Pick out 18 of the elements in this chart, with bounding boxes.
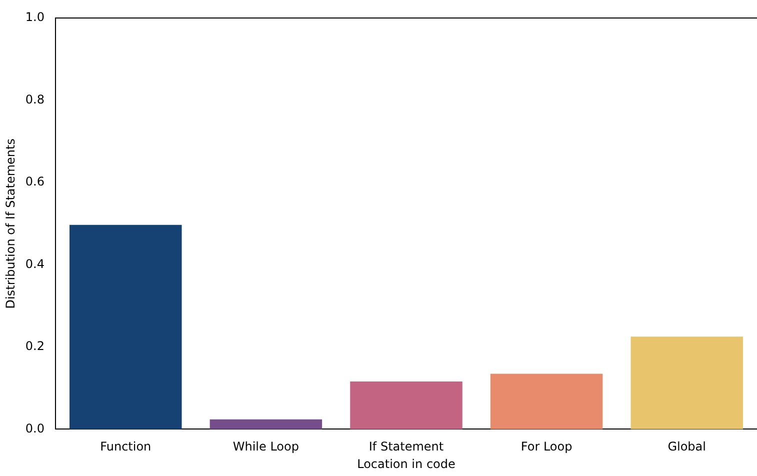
bar: [210, 419, 322, 430]
y-axis-title: Distribution of If Statements: [3, 138, 18, 309]
x-axis-title: Location in code: [357, 456, 456, 471]
y-tick-label: 0.8: [25, 92, 44, 106]
y-tick-label: 0.2: [25, 339, 44, 354]
bar: [70, 224, 182, 430]
x-tick-label: Function: [100, 440, 152, 454]
y-tick-label: 0.6: [25, 174, 44, 189]
bar: [490, 374, 603, 430]
x-tick-label: Global: [668, 440, 706, 454]
x-tick-label: While Loop: [232, 440, 299, 454]
bar: [630, 336, 743, 430]
x-tick-label: If Statement: [368, 440, 444, 454]
y-tick-label: 0.0: [25, 421, 44, 436]
y-tick-label: 0.4: [25, 256, 44, 271]
y-tick-label: 1.0: [25, 10, 44, 24]
bar: [350, 382, 462, 430]
x-tick-label: For Loop: [520, 440, 572, 454]
